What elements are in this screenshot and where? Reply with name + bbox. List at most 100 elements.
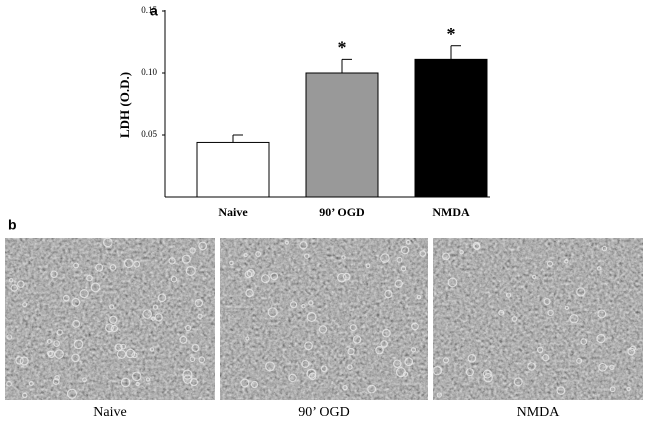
y-tick-label: 0.05 [141,129,157,139]
cell [260,274,270,284]
micrograph [433,238,643,400]
cell [66,388,78,399]
image-label: Naive [93,405,126,420]
cell [135,381,140,387]
cell [189,247,196,254]
cell [576,357,583,364]
cell [198,241,208,251]
cell [267,307,278,318]
image-label: 90’ OGD [298,405,349,420]
cell [229,260,234,266]
cell [110,324,119,333]
cell [416,294,422,300]
cell [441,252,450,261]
cell [95,263,104,272]
y-axis-label: LDH (O.D.) [117,72,132,138]
cell [71,353,80,363]
cell [243,252,248,258]
x-tick-label: NMDA [432,205,470,219]
cell [10,284,18,292]
cell [352,335,362,344]
cell [596,333,606,344]
cell [467,353,477,363]
cell [244,270,253,279]
annotation: * [338,37,347,57]
cell [6,334,13,340]
cell [601,245,608,252]
cell [511,316,518,322]
cell [265,361,276,372]
cell [547,309,554,317]
cell [436,392,443,398]
cell [185,324,192,332]
cell [306,368,317,379]
cell [245,288,254,298]
cell [543,298,551,306]
cell [365,263,371,269]
cell [71,297,81,307]
cell [197,313,203,319]
image-label: NMDA [517,405,561,420]
cell [8,277,14,283]
cell [73,262,80,269]
cell [546,260,554,267]
panel-label: a [150,3,158,19]
cell [308,372,317,381]
cell [419,250,427,257]
cell [284,240,290,245]
cell [564,259,569,264]
cell [179,335,188,344]
cell [62,294,70,302]
cell [191,343,200,353]
cell [50,270,58,278]
cell [170,276,178,283]
cell [337,272,347,283]
cell [152,304,159,310]
cell [131,371,142,382]
cell [82,377,87,383]
cell [52,378,60,386]
cell [342,272,351,281]
cell [19,356,29,366]
cell [185,265,196,276]
cell [630,345,636,352]
cell [569,314,579,324]
cell [189,378,199,387]
cell [405,239,411,245]
cell [255,251,262,257]
cell [342,384,348,391]
x-tick-label: 90’ OGD [319,205,365,219]
cell [109,264,117,271]
cell [21,392,28,399]
cell [306,312,317,322]
cell [245,336,250,341]
cell [536,346,544,354]
cell [341,255,346,260]
cell [72,319,81,328]
cell [349,324,357,332]
cell [54,349,64,359]
cell [447,277,458,288]
cell [46,338,52,344]
cell [125,348,136,359]
cell [459,249,464,255]
cell [299,241,308,250]
cell [194,298,204,308]
cell [182,369,193,380]
cell [402,371,409,377]
cell [17,280,25,288]
cell [288,373,297,383]
cell [482,369,492,379]
cell [240,378,250,388]
cell [154,313,163,322]
cell [198,356,206,364]
cell [149,347,155,352]
cell [392,359,402,369]
cell [168,257,176,265]
cell [189,356,196,363]
cell [394,279,403,288]
cell [123,258,134,269]
cell [318,325,328,334]
cell [483,373,493,383]
image-panel [5,237,643,400]
